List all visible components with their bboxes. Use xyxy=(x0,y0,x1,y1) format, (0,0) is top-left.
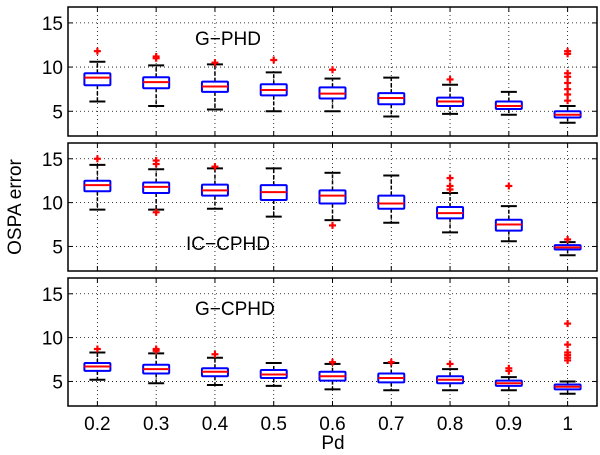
box-iqr xyxy=(377,194,406,210)
box-0.7 xyxy=(377,358,406,392)
outlier-marker xyxy=(152,54,160,62)
box-0.9 xyxy=(494,90,523,116)
outlier-marker xyxy=(564,47,572,55)
outlier-marker xyxy=(564,79,572,87)
panel-3: 5 10 15 G−CPHD xyxy=(42,277,598,407)
box-0.4 xyxy=(200,350,229,386)
outlier-marker xyxy=(152,208,160,216)
outlier-marker xyxy=(564,349,572,357)
outlier-marker xyxy=(211,59,219,67)
box-0.8 xyxy=(436,75,465,115)
x-tick-label: 0.8 xyxy=(437,414,463,435)
box-0.2 xyxy=(83,47,112,103)
outlier-marker xyxy=(446,182,454,190)
outlier-marker xyxy=(152,345,160,353)
y-tick-label: 10 xyxy=(42,58,63,79)
box-0.9 xyxy=(494,182,523,243)
box-0.3 xyxy=(142,157,171,216)
y-tick-label: 15 xyxy=(42,150,63,171)
box-1 xyxy=(553,235,582,257)
panels: 5 10 15 G−PHD 5 10 15 IC−CPHD 5 10 15 G−CPHD 0.2 0.3 0… xyxy=(42,6,598,435)
x-tick-label: 0.3 xyxy=(143,414,169,435)
outlier-marker xyxy=(93,155,101,163)
outlier-marker xyxy=(270,56,278,64)
box-iqr xyxy=(318,189,347,205)
outlier-marker xyxy=(564,69,572,77)
outlier-marker xyxy=(211,163,219,171)
outlier-marker xyxy=(564,320,572,328)
outlier-marker xyxy=(152,160,160,168)
x-tick-label: 0.9 xyxy=(496,414,522,435)
box-0.4 xyxy=(200,163,229,210)
outlier-marker xyxy=(329,221,336,229)
panel-1: 5 10 15 G−PHD xyxy=(42,6,598,137)
box-1 xyxy=(553,320,582,395)
outlier-marker xyxy=(564,85,572,93)
panel-label: G−PHD xyxy=(195,29,261,50)
outlier-marker xyxy=(93,345,101,353)
outlier-marker xyxy=(446,75,454,83)
outlier-marker xyxy=(329,358,336,366)
x-axis-label: Pd xyxy=(321,433,344,454)
x-tick-label: 0.7 xyxy=(378,414,404,435)
outlier-marker xyxy=(564,341,572,349)
outlier-marker xyxy=(93,47,101,55)
box-0.8 xyxy=(436,174,465,234)
box-0.3 xyxy=(142,52,171,107)
outlier-marker xyxy=(505,182,513,190)
y-tick-label: 15 xyxy=(42,14,63,35)
outlier-marker xyxy=(211,350,219,358)
x-tick-label: 0.2 xyxy=(84,414,110,435)
y-tick-label: 5 xyxy=(52,102,63,123)
box-0.2 xyxy=(83,155,112,211)
box-0.9 xyxy=(494,364,523,392)
box-0.7 xyxy=(377,76,406,118)
box-0.4 xyxy=(200,59,229,111)
outlier-marker xyxy=(329,66,336,74)
y-tick-label: 5 xyxy=(52,372,63,393)
x-tick-label: 0.4 xyxy=(202,414,229,435)
box-0.5 xyxy=(259,56,288,113)
box-0.6 xyxy=(318,171,347,229)
y-tick-label: 10 xyxy=(42,194,63,215)
box-0.6 xyxy=(318,66,347,113)
box-0.3 xyxy=(142,345,171,385)
x-tick-label: 1 xyxy=(562,414,573,435)
outlier-marker xyxy=(446,174,454,182)
y-tick-label: 5 xyxy=(52,237,63,258)
box-0.8 xyxy=(436,360,465,392)
outlier-marker xyxy=(505,364,513,372)
y-tick-label: 10 xyxy=(42,329,63,350)
panel-2: 5 10 15 IC−CPHD xyxy=(42,142,598,272)
box-0.5 xyxy=(259,167,288,218)
box-iqr xyxy=(83,72,112,87)
outlier-marker xyxy=(564,97,572,105)
box-0.7 xyxy=(377,174,406,224)
outlier-marker xyxy=(564,235,572,243)
x-tick-label: 0.6 xyxy=(319,414,345,435)
y-axis-label: OSPA error xyxy=(5,158,26,254)
x-tick-label: 0.5 xyxy=(261,414,287,435)
outlier-marker xyxy=(446,360,454,368)
panel-label: G−CPHD xyxy=(195,299,275,320)
box-0.6 xyxy=(318,358,347,391)
panel-label: IC−CPHD xyxy=(186,234,270,255)
box-0.5 xyxy=(259,362,288,387)
outlier-marker xyxy=(387,358,395,366)
y-tick-label: 15 xyxy=(42,285,63,306)
box-0.2 xyxy=(83,345,112,381)
box-1 xyxy=(553,47,582,124)
